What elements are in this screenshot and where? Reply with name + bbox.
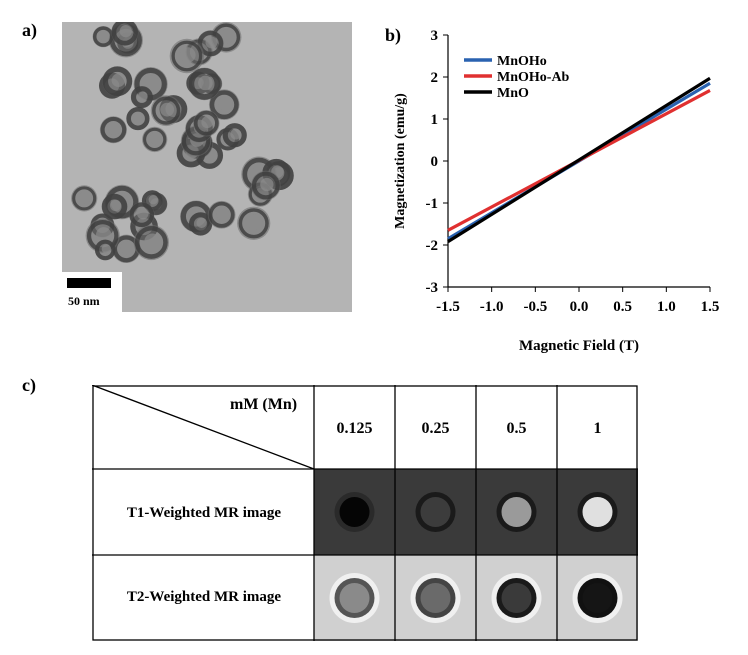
x-tick-label: -0.5 — [523, 299, 547, 315]
x-tick-label: 1.0 — [657, 299, 676, 315]
y-tick-label: -3 — [426, 280, 439, 296]
row-label-t2: T2-Weighted MR image — [126, 589, 282, 605]
panel-label-a: a) — [22, 20, 37, 40]
mr-image-table — [92, 385, 638, 641]
y-tick-label: -2 — [426, 238, 439, 254]
x-tick-label: -1.5 — [436, 299, 460, 315]
series-line-2 — [447, 76, 711, 243]
mr-sample-spot — [496, 492, 537, 532]
legend-entry-2: MnO — [497, 86, 529, 101]
concentration-0: 0.125 — [336, 420, 373, 437]
panel-label-c: c) — [22, 375, 36, 395]
y-tick-label: 0 — [431, 154, 439, 170]
mr-sample-spot — [491, 573, 542, 623]
y-tick-label: -1 — [426, 196, 439, 212]
y-tick-label: 1 — [431, 112, 439, 128]
x-tick-label: 0.0 — [570, 299, 589, 315]
mr-sample-spot — [410, 573, 461, 623]
legend-entry-0: MnOHo — [497, 54, 547, 69]
panel-label-b: b) — [385, 25, 402, 45]
table-border — [92, 385, 638, 641]
concentration-1: 0.25 — [421, 420, 450, 437]
nanoparticle-cluster — [71, 22, 294, 264]
legend-entry-1: MnOHo-Ab — [497, 70, 570, 85]
corner-diagonal — [92, 385, 315, 470]
row-label-t1: T1-Weighted MR image — [126, 505, 282, 521]
x-tick-label: 1.5 — [701, 299, 720, 315]
scale-bar-label: 50 nm — [68, 294, 100, 308]
mr-sample-spot — [329, 573, 380, 623]
mr-sample-spot — [572, 573, 623, 623]
y-axis-label: Magnetization (emu/g) — [393, 93, 408, 229]
tem-micrograph: 50 nm — [62, 22, 352, 312]
y-tick-label: 3 — [431, 28, 439, 44]
mr-sample-spot — [577, 492, 618, 532]
corner-label: mM (Mn) — [230, 396, 298, 413]
concentration-2: 0.5 — [506, 420, 527, 437]
x-axis-label: Magnetic Field (T) — [519, 338, 639, 354]
x-tick-label: 0.5 — [613, 299, 632, 315]
concentration-3: 1 — [593, 420, 602, 437]
y-tick-label: 2 — [431, 70, 439, 86]
mr-sample-spot — [415, 492, 456, 532]
x-tick-label: -1.0 — [480, 299, 504, 315]
scale-bar: 50 nm — [62, 272, 122, 312]
mr-sample-spot — [334, 492, 375, 532]
